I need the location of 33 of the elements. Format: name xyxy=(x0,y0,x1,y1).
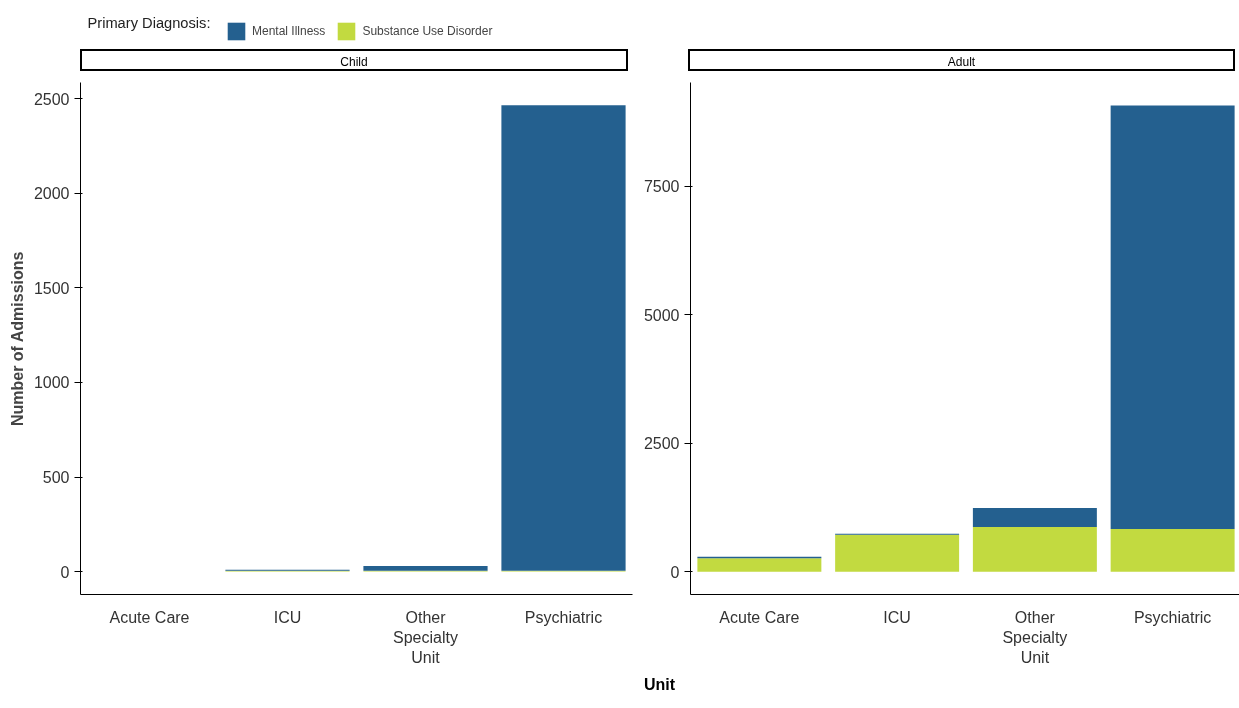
bar xyxy=(835,534,960,572)
y-tick-label: 2000 xyxy=(33,185,70,203)
x-tick-label: Other Specialty Unit xyxy=(393,608,458,667)
bar xyxy=(501,105,626,571)
x-axis-title: Unit xyxy=(643,675,676,695)
x-tick-label: Psychiatric xyxy=(1133,608,1212,626)
chart-title: Adult xyxy=(947,54,976,71)
y-tick-label: 500 xyxy=(42,469,70,486)
bar xyxy=(363,565,488,571)
legend-title: Primary Diagnosis: xyxy=(87,14,211,31)
chart-title: Child xyxy=(340,54,368,71)
x-tick-label: Acute Care xyxy=(719,608,800,626)
y-tick-label: 2500 xyxy=(643,435,680,453)
y-tick-label: 2500 xyxy=(33,90,70,108)
legend-label: Mental Illness xyxy=(252,24,326,38)
y-tick-label: 1500 xyxy=(33,279,70,297)
y-tick-label: 0 xyxy=(670,563,680,581)
legend-label: Substance Use Disorder xyxy=(362,24,493,38)
x-tick-label: Psychiatric xyxy=(524,608,603,626)
x-tick-label: ICU xyxy=(883,608,911,626)
x-tick-label: Acute Care xyxy=(109,608,190,626)
bar xyxy=(972,507,1097,527)
bar xyxy=(697,558,822,572)
y-axis-title: Number of Admissions xyxy=(8,251,26,427)
bar xyxy=(1110,529,1235,572)
y-tick-label: 0 xyxy=(60,563,70,581)
bar xyxy=(972,526,1097,572)
bar xyxy=(1110,105,1235,530)
x-tick-label: Other Specialty Unit xyxy=(1002,608,1068,667)
y-tick-label: 5000 xyxy=(643,306,680,324)
x-tick-label: ICU xyxy=(273,608,302,626)
y-tick-label: 7500 xyxy=(643,178,680,196)
y-tick-label: 1000 xyxy=(33,374,70,392)
